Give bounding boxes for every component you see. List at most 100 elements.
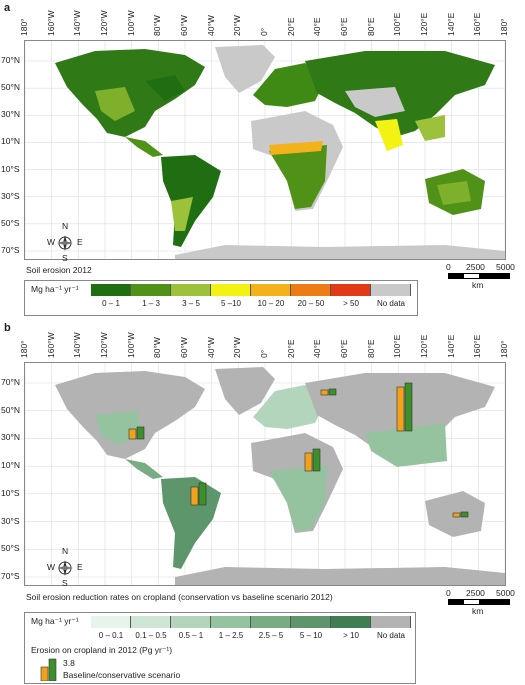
legend-b-swatch (291, 616, 331, 628)
longitude-tick-label: 100°W (125, 332, 136, 358)
longitude-tick-label: 160°W (45, 10, 56, 36)
longitude-tick-label: 120°W (99, 10, 109, 36)
bars-legend-icon (40, 658, 57, 681)
latitude-tick-label: 70°N (1, 55, 20, 65)
panel-a-scale-bar: 0 2500 5000 km (446, 262, 518, 292)
baseline-bar (320, 389, 329, 396)
baseline-bar (452, 512, 461, 518)
longitude-tick-label: 40°E (312, 17, 323, 36)
scale-a-tick-1: 2500 (466, 262, 485, 272)
longitude-tick-label: 0° (259, 27, 269, 36)
scale-a-tick-0: 0 (446, 262, 451, 272)
compass-b-w: W (47, 562, 56, 572)
legend-a-label: 0 – 1 (102, 299, 120, 308)
panel-b-scale-bar: 0 2500 5000 km (446, 588, 518, 618)
bars-legend-caption: Baseline/conservative scenario (63, 670, 181, 680)
legend-b-swatch (171, 616, 211, 628)
baseline-bar (190, 486, 199, 506)
longitude-tick-label: 80°W (152, 337, 163, 358)
conservative-bar (328, 388, 337, 396)
latitude-tick-label: 30°N (1, 109, 20, 120)
legend-b-label: > 10 (343, 631, 359, 640)
latitude-tick-label: 30°S (1, 190, 20, 201)
longitude-tick-label: 180° (499, 340, 509, 358)
longitude-tick-label: 160°W (45, 332, 56, 358)
legend-a-swatch (251, 284, 291, 296)
soil-erosion-map (25, 41, 505, 259)
baseline-bar (304, 452, 313, 472)
central-america-shape (125, 137, 163, 157)
latitude-tick-label: 50°S (1, 217, 20, 228)
compass-w: W (47, 237, 56, 247)
longitude-tick-label: 160°E (472, 12, 483, 36)
latitude-tick-label: 30°N (1, 432, 20, 443)
b-greenland-shape (215, 367, 275, 415)
australia-interior-shape (437, 181, 471, 205)
panel-a-letter: a (4, 2, 11, 14)
legend-b-unit: Mg ha⁻¹ yr⁻¹ (31, 616, 79, 626)
longitude-tick-label: 20°W (232, 337, 243, 358)
legend-b-swatch (331, 616, 371, 628)
longitude-tick-label: 120°W (99, 332, 109, 358)
legend-a-swatch (331, 284, 371, 296)
legend-b-label: 0.5 – 1 (178, 631, 204, 640)
longitude-tick-label: 140°E (445, 334, 456, 358)
scale-b-bar (448, 599, 510, 605)
scale-b-tick-2: 5000 (496, 588, 515, 598)
legend-a-label: 1 – 3 (142, 299, 160, 308)
legend-a-label: 20 – 50 (297, 299, 325, 308)
na-boreal-shape (145, 75, 185, 101)
legend-b-label: 0.1 – 0.5 (135, 631, 167, 640)
longitude-tick-label: 60°W (179, 337, 189, 358)
compass-s: S (62, 253, 68, 263)
legend-a-unit: Mg ha⁻¹ yr⁻¹ (31, 284, 79, 294)
longitude-tick-label: 120°E (419, 334, 429, 358)
latitude-tick-label: 10°S (1, 163, 20, 174)
north-america-shape (55, 49, 205, 137)
conservative-bar (198, 482, 207, 506)
latitude-tick-label: 10°S (1, 487, 20, 498)
longitude-tick-label: 0° (259, 349, 269, 358)
compass-b-e: E (77, 562, 83, 572)
latitude-tick-label: 50°N (1, 404, 20, 415)
india-shape (375, 119, 403, 151)
baseline-bar (128, 428, 137, 440)
longitude-tick-label: 40°W (205, 337, 216, 358)
se-asia-shape (415, 115, 445, 141)
legend-a-label: 10 – 20 (257, 299, 285, 308)
latitude-tick-label: 10°N (1, 136, 20, 147)
legend-b-label: 2.5 – 5 (258, 631, 284, 640)
legend-a-label: > 50 (343, 299, 359, 308)
greenland-shape (215, 45, 275, 93)
scale-b-tick-1: 2500 (466, 588, 485, 598)
conservative-bar (312, 448, 321, 472)
b-central-america-shape (125, 459, 163, 479)
conservative-bar (404, 382, 413, 432)
scale-a-bar (448, 273, 510, 279)
longitude-tick-label: 80°E (365, 17, 376, 36)
b-south-asia-shape (365, 423, 447, 467)
erosion-reduction-map (25, 363, 505, 585)
longitude-tick-label: 180° (19, 18, 29, 36)
baseline-bar (396, 386, 405, 432)
legend-b-label: 1 – 2.5 (218, 631, 244, 640)
compass-b-n: N (62, 546, 69, 556)
conservative-bar (136, 426, 145, 440)
scale-b-tick-0: 0 (446, 588, 451, 598)
compass-n: N (62, 221, 69, 231)
panel-a-map (24, 40, 506, 260)
legend-a-label: No data (376, 299, 406, 308)
legend-b-swatch (251, 616, 291, 628)
b-antarctica-shape (175, 567, 505, 585)
latitude-tick-label: 50°S (1, 543, 20, 554)
longitude-tick-label: 180° (19, 340, 29, 358)
longitude-tick-label: 140°W (72, 10, 83, 36)
longitude-tick-label: 100°E (392, 12, 403, 36)
panel-b-caption: Soil erosion reduction rates on cropland… (26, 592, 333, 602)
central-asia-desert-shape (345, 87, 405, 117)
longitude-tick-label: 100°W (125, 10, 136, 36)
panel-b-legend: Mg ha⁻¹ yr⁻¹ 0 – 0.1 0.1 – 0.5 0.5 – 1 1 – … (24, 612, 416, 684)
compass-rose-icon (57, 235, 73, 251)
scale-a-tick-2: 5000 (496, 262, 515, 272)
europe-shape (253, 63, 325, 107)
